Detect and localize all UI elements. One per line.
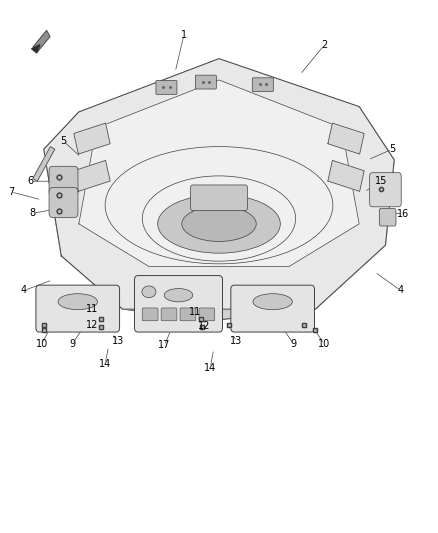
Polygon shape (328, 123, 364, 154)
Text: 5: 5 (389, 144, 395, 154)
Text: 8: 8 (30, 208, 36, 218)
FancyBboxPatch shape (49, 166, 78, 196)
Polygon shape (74, 160, 110, 191)
Polygon shape (79, 80, 359, 266)
Text: 5: 5 (60, 136, 67, 146)
Polygon shape (74, 123, 110, 154)
FancyBboxPatch shape (379, 208, 396, 226)
Text: 13: 13 (230, 336, 243, 346)
FancyBboxPatch shape (252, 78, 273, 92)
Ellipse shape (182, 206, 256, 241)
Text: 4: 4 (21, 286, 27, 295)
FancyBboxPatch shape (191, 185, 247, 211)
Text: 17: 17 (158, 341, 170, 350)
Text: 12: 12 (86, 320, 98, 330)
Text: 16: 16 (397, 209, 409, 219)
FancyBboxPatch shape (195, 75, 216, 89)
Polygon shape (33, 30, 50, 53)
Text: 6: 6 (28, 176, 34, 186)
FancyBboxPatch shape (180, 308, 196, 321)
FancyBboxPatch shape (161, 308, 177, 321)
Text: 11: 11 (86, 304, 98, 314)
FancyBboxPatch shape (231, 285, 314, 332)
Text: 15: 15 (375, 176, 387, 186)
Text: 9: 9 (290, 339, 297, 349)
FancyBboxPatch shape (36, 285, 120, 332)
Polygon shape (328, 160, 364, 191)
Text: 9: 9 (69, 339, 75, 349)
Text: 4: 4 (398, 286, 404, 295)
Polygon shape (61, 245, 385, 320)
Text: 11: 11 (189, 307, 201, 317)
FancyBboxPatch shape (49, 188, 78, 217)
Polygon shape (32, 45, 40, 53)
Text: 14: 14 (204, 363, 216, 373)
Text: 10: 10 (35, 339, 48, 349)
Polygon shape (342, 107, 394, 245)
Ellipse shape (253, 294, 293, 310)
Text: 7: 7 (8, 187, 14, 197)
Polygon shape (44, 112, 96, 256)
Polygon shape (33, 147, 55, 181)
Ellipse shape (158, 195, 280, 253)
Text: 12: 12 (198, 321, 210, 331)
FancyBboxPatch shape (134, 276, 223, 332)
Text: 2: 2 (321, 41, 327, 50)
Text: 10: 10 (318, 339, 330, 349)
Text: 13: 13 (112, 336, 124, 346)
FancyBboxPatch shape (370, 173, 401, 207)
FancyBboxPatch shape (142, 308, 158, 321)
Ellipse shape (58, 294, 97, 310)
Ellipse shape (164, 288, 193, 302)
FancyBboxPatch shape (156, 80, 177, 94)
Ellipse shape (142, 286, 156, 297)
Text: 14: 14 (99, 359, 111, 368)
FancyBboxPatch shape (199, 308, 215, 321)
Text: 1: 1 (181, 30, 187, 39)
Polygon shape (44, 59, 394, 309)
